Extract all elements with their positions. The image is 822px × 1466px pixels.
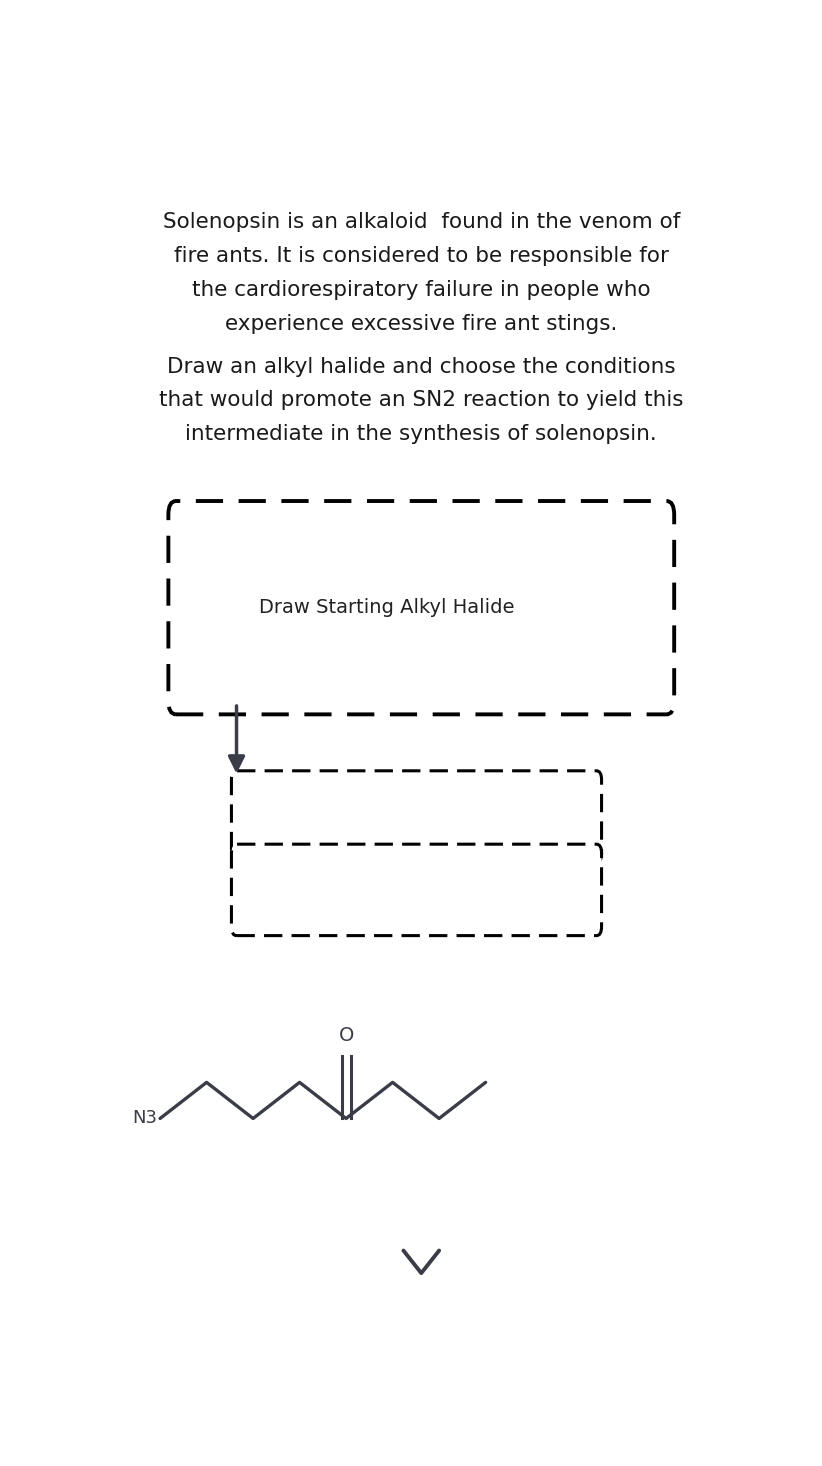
Text: the cardiorespiratory failure in people who: the cardiorespiratory failure in people … [192,280,650,299]
Text: Draw Starting Alkyl Halide: Draw Starting Alkyl Halide [259,598,515,617]
Text: fire ants. It is considered to be responsible for: fire ants. It is considered to be respon… [173,246,669,265]
Text: Draw an alkyl halide and choose the conditions: Draw an alkyl halide and choose the cond… [167,356,676,377]
Text: O: O [339,1026,353,1045]
Text: Solenopsin is an alkaloid  found in the venom of: Solenopsin is an alkaloid found in the v… [163,213,680,232]
Text: that would promote an SN2 reaction to yield this: that would promote an SN2 reaction to yi… [159,390,684,410]
FancyBboxPatch shape [169,501,674,714]
Text: experience excessive fire ant stings.: experience excessive fire ant stings. [225,314,617,334]
Text: intermediate in the synthesis of solenopsin.: intermediate in the synthesis of solenop… [186,424,657,444]
Text: N3: N3 [132,1110,157,1127]
FancyBboxPatch shape [232,771,602,862]
FancyBboxPatch shape [232,844,602,935]
